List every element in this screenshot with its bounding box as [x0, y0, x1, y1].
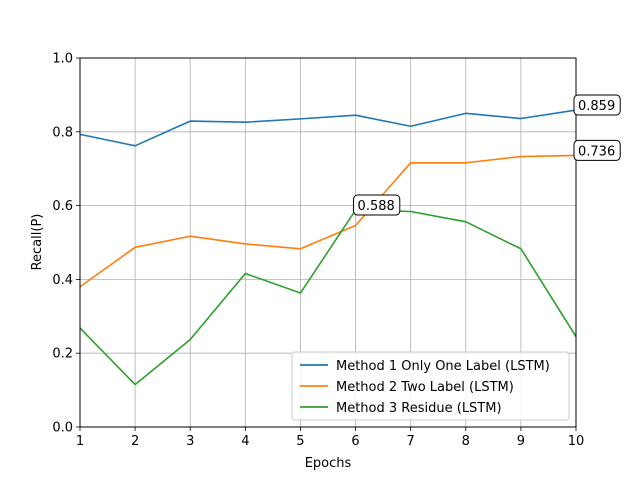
x-tick-label: 8	[462, 434, 470, 449]
annotation-label: 0.859	[578, 99, 615, 114]
annotation-box	[573, 139, 621, 161]
x-axis-label: Epochs	[305, 456, 352, 471]
series-line-1	[79, 109, 577, 147]
data-annotation: 0.588	[353, 194, 401, 216]
x-tick-label: 3	[186, 434, 194, 449]
annotation-label: 0.736	[578, 144, 615, 159]
x-tick-label: 4	[241, 434, 249, 449]
y-tick-label: 0.2	[52, 347, 73, 362]
legend-box	[291, 351, 570, 421]
data-annotation: 0.859	[573, 94, 621, 116]
x-tick-label: 1	[76, 434, 84, 449]
plot-frame	[79, 57, 577, 428]
legend: Method 1 Only One Label (LSTM) Method 2 T…	[291, 351, 570, 421]
annotation-box	[353, 194, 401, 216]
annotations: 0.859 0.736 0.588	[353, 94, 621, 216]
y-tick-label: 0.6	[52, 199, 73, 214]
legend-item: Method 3 Residue (LSTM)	[300, 401, 502, 416]
x-tick-label: 10	[568, 434, 585, 449]
y-axis: 0.0 0.2 0.4 0.6 0.8 1.0	[52, 52, 80, 436]
legend-label: Method 1 Only One Label (LSTM)	[336, 359, 550, 374]
data-annotation: 0.736	[573, 139, 621, 161]
y-tick-label: 0.8	[52, 125, 73, 140]
y-tick-label: 0.0	[52, 421, 73, 436]
annotation-label: 0.588	[358, 199, 395, 214]
x-tick-label: 5	[296, 434, 304, 449]
legend-item: Method 2 Two Label (LSTM)	[300, 380, 514, 395]
annotation-box	[573, 94, 621, 116]
x-tick-label: 6	[351, 434, 359, 449]
x-axis: 1 2 3 4 5 6 7 8 9 10	[76, 427, 584, 449]
legend-label: Method 3 Residue (LSTM)	[336, 401, 502, 416]
y-tick-label: 1.0	[52, 52, 73, 67]
series-line-2	[79, 154, 577, 288]
x-tick-label: 7	[407, 434, 415, 449]
series-line-3	[79, 209, 577, 386]
x-tick-label: 9	[517, 434, 525, 449]
y-axis-label: Recall(P)	[30, 214, 45, 271]
series-lines	[79, 109, 577, 386]
x-tick-label: 2	[131, 434, 139, 449]
legend-label: Method 2 Two Label (LSTM)	[336, 380, 514, 395]
y-tick-label: 0.4	[52, 273, 73, 288]
legend-item: Method 1 Only One Label (LSTM)	[300, 359, 550, 374]
